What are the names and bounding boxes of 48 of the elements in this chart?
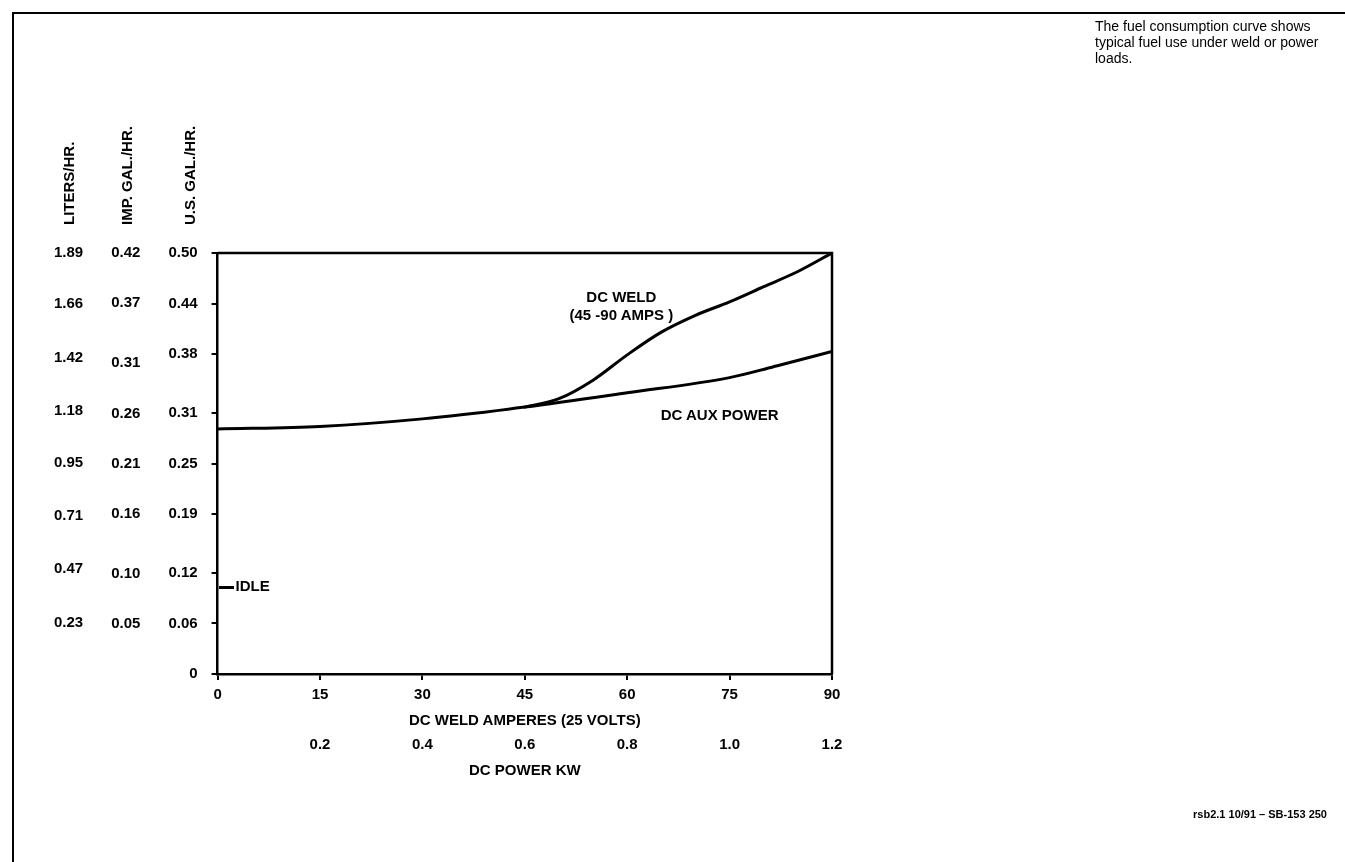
y3-tick-label: 1.89 [53, 243, 84, 261]
y-axis-title: U.S. GAL./HR. [180, 125, 198, 225]
y2-tick-label: 0.21 [111, 453, 141, 471]
x-tick-label: 0 [213, 685, 222, 703]
y3-tick-label: 0.23 [53, 612, 84, 630]
y-tick-label: 0 [189, 664, 198, 682]
x2-tick-label: 0.2 [309, 735, 331, 753]
y-tick-label: 0.31 [168, 403, 198, 421]
y2-tick-label: 0.31 [111, 353, 141, 371]
y3-tick-label: 0.47 [53, 559, 84, 577]
y-tick-label: 0.06 [168, 613, 198, 631]
y-tick-label: 0.44 [168, 293, 199, 311]
y-tick-label: 0.38 [168, 344, 198, 362]
x-tick-label: 75 [721, 685, 738, 703]
y3-axis-title: LITERS/HR. [60, 141, 78, 225]
x-tick-label: 15 [311, 685, 329, 703]
x-axis-title: DC WELD AMPERES (25 VOLTS) [408, 711, 641, 729]
y2-tick-label: 0.16 [111, 503, 141, 521]
y3-tick-label: 0.95 [53, 452, 84, 470]
x-tick-label: 30 [414, 685, 431, 703]
x-tick-label: 90 [823, 685, 841, 703]
x2-tick-label: 0.4 [411, 735, 434, 753]
y-tick-label: 0.50 [168, 243, 198, 261]
x2-tick-label: 0.6 [514, 735, 536, 753]
y3-tick-label: 1.18 [53, 401, 84, 419]
y2-tick-label: 0.37 [111, 293, 141, 311]
series-label: DC WELD (45 -90 AMPS ) [569, 288, 674, 324]
y2-axis-title: IMP. GAL./HR. [117, 126, 135, 225]
x2-tick-label: 0.8 [616, 735, 638, 753]
series-label: DC AUX POWER [660, 405, 779, 423]
y-tick-label: 0.19 [168, 504, 198, 522]
x-tick-label: 60 [618, 685, 636, 703]
text: The fuel consumption curve shows typical fuel use under weld or power loads. [1095, 18, 1320, 66]
x2-tick-label: 1.2 [821, 735, 843, 753]
y3-tick-label: 1.42 [53, 347, 84, 365]
text: rsb2.1 10/91 – SB-153 250 [1193, 808, 1327, 820]
x2-axis-title: DC POWER KW [468, 761, 582, 779]
y3-tick-label: 1.66 [53, 294, 84, 312]
y2-tick-label: 0.05 [111, 614, 141, 632]
y-tick-label: 0.25 [168, 453, 198, 471]
annotation: IDLE [235, 576, 270, 594]
x-tick-label: 45 [516, 685, 534, 703]
y2-tick-label: 0.42 [111, 243, 141, 261]
y3-tick-label: 0.71 [53, 505, 84, 523]
x2-tick-label: 1.0 [719, 735, 741, 753]
y-tick-label: 0.12 [168, 563, 198, 581]
y2-tick-label: 0.26 [111, 403, 141, 421]
y2-tick-label: 0.10 [111, 563, 141, 581]
